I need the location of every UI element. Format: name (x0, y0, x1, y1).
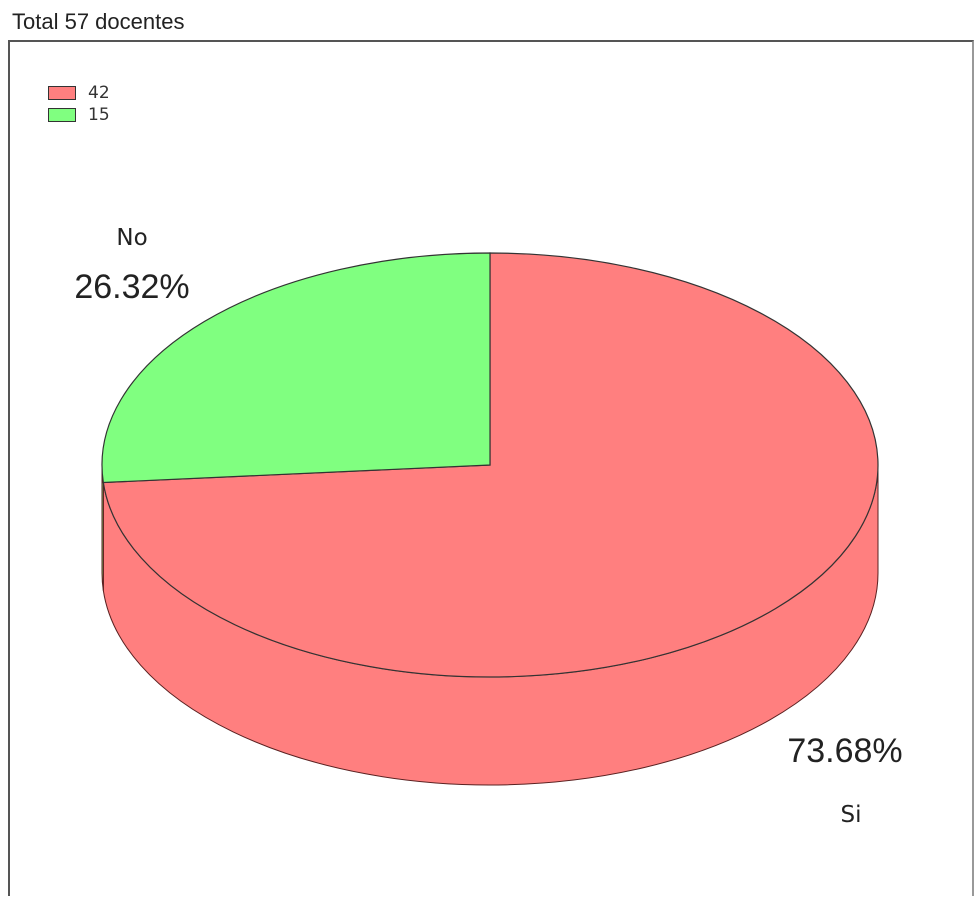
pie-slice-no (101, 252, 491, 484)
pie-slice-si (102, 252, 879, 678)
pie-layer (101, 252, 879, 786)
legend-label-no: 15 (88, 105, 110, 125)
slice-percent-no: 26.32% (74, 268, 189, 306)
legend-label-si: 42 (88, 83, 110, 103)
legend: 42 15 (48, 82, 110, 126)
chart-title: Total 57 docentes (12, 9, 185, 34)
slice-label-si: Si (841, 802, 862, 828)
legend-swatch-no (48, 108, 76, 122)
slice-percent-si: 73.68% (787, 732, 902, 770)
chart-frame (8, 40, 974, 896)
legend-swatch-si (48, 86, 76, 100)
legend-item-si: 42 (48, 82, 110, 104)
legend-item-no: 15 (48, 104, 110, 126)
slice-label-no: No (116, 225, 147, 251)
